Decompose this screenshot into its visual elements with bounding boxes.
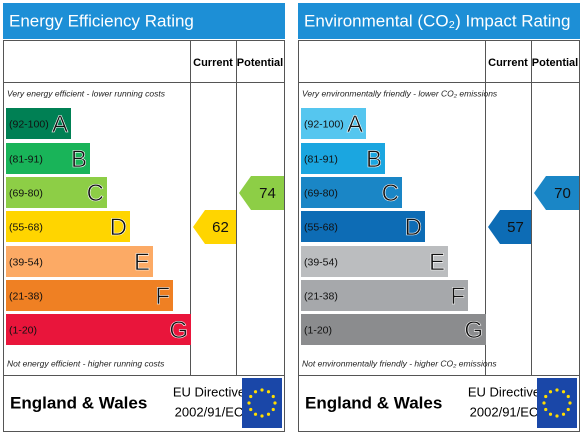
eu-star [266, 412, 271, 416]
panel-title: Energy Efficiency Rating [9, 11, 194, 30]
band-letter: F [155, 283, 170, 310]
footer-directive: EU Directive [468, 384, 540, 399]
band-range: (81-91) [304, 153, 338, 165]
rating-band [301, 143, 385, 174]
panel-frame [298, 40, 580, 432]
rating-band [301, 177, 402, 208]
footer-region: England & Wales [305, 393, 442, 412]
footer-code: 2002/91/EC [175, 404, 244, 419]
eu-star [271, 394, 275, 399]
band-range: (55-68) [304, 221, 338, 233]
band-range: (69-80) [9, 187, 43, 199]
rating-band [6, 314, 191, 345]
band-range: (92-100) [9, 118, 49, 130]
rating-panel: Energy Efficiency Rating Current Potential… [3, 3, 285, 432]
rating-value: 70 [554, 185, 571, 202]
band-letter: C [382, 180, 399, 207]
eu-star [544, 407, 548, 412]
band-letter: D [110, 214, 127, 241]
title-bar [298, 3, 580, 39]
band-letter: E [429, 249, 445, 276]
rating-value: 57 [507, 219, 524, 236]
eu-star [260, 388, 264, 392]
eu-star [253, 412, 258, 416]
band-letter: A [347, 111, 363, 138]
eu-star [544, 394, 548, 399]
band-range: (92-100) [304, 118, 344, 130]
title-bar [3, 3, 285, 39]
rating-band [6, 280, 173, 311]
eu-star [249, 407, 253, 412]
band-range: (69-80) [304, 187, 338, 199]
band-range: (1-20) [9, 324, 37, 336]
rating-panel: Environmental (CO₂) Impact Rating Current… [298, 3, 580, 432]
rating-band [301, 314, 486, 345]
rating-band [301, 280, 468, 311]
rating-band [301, 211, 425, 242]
band-range: (21-38) [304, 290, 338, 302]
eu-star [260, 414, 264, 418]
band-letter: C [87, 180, 104, 207]
eu-star [247, 401, 251, 405]
band-range: (21-38) [9, 290, 43, 302]
rating-arrow [488, 210, 531, 244]
eu-star [548, 412, 553, 416]
eu-star [568, 401, 572, 405]
band-letter: E [134, 249, 150, 276]
eu-star [561, 412, 566, 416]
band-letter: G [169, 317, 188, 344]
top-note: Very energy efficient - lower running co… [7, 88, 166, 98]
bottom-note: Not environmentally friendly - higher CO… [302, 358, 497, 368]
column-header: Potential [532, 57, 578, 69]
rating-arrow [193, 210, 236, 244]
rating-arrow [239, 176, 284, 210]
rating-value: 74 [259, 185, 276, 202]
band-range: (81-91) [9, 153, 43, 165]
footer-directive: EU Directive [173, 384, 245, 399]
eu-star [555, 388, 559, 392]
column-header: Potential [237, 57, 283, 69]
eu-star [249, 394, 253, 399]
column-header: Current [488, 57, 528, 69]
band-range: (39-54) [304, 256, 338, 268]
band-letter: G [464, 317, 483, 344]
rating-band [6, 108, 71, 139]
band-range: (39-54) [9, 256, 43, 268]
eu-star [271, 407, 275, 412]
band-letter: F [450, 283, 465, 310]
panel-frame [3, 40, 285, 432]
footer-region: England & Wales [10, 393, 147, 412]
column-header: Current [193, 57, 233, 69]
band-letter: A [52, 111, 68, 138]
eu-star [555, 414, 559, 418]
rating-band [6, 246, 153, 277]
eu-star [566, 407, 570, 412]
rating-value: 62 [212, 219, 229, 236]
rating-band [301, 108, 366, 139]
band-letter: B [366, 146, 382, 173]
eu-star [273, 401, 277, 405]
eu-star [266, 390, 271, 394]
rating-band [6, 211, 130, 242]
eu-star [542, 401, 546, 405]
band-letter: D [405, 214, 422, 241]
band-range: (55-68) [9, 221, 43, 233]
eu-star [548, 390, 553, 394]
top-note: Very environmentally friendly - lower CO… [302, 88, 498, 98]
band-letter: B [71, 146, 87, 173]
rating-arrow [534, 176, 579, 210]
rating-band [6, 143, 90, 174]
rating-band [301, 246, 448, 277]
panel-title: Environmental (CO₂) Impact Rating [304, 11, 570, 30]
eu-star [566, 394, 570, 399]
bottom-note: Not energy efficient - higher running co… [7, 358, 165, 368]
eu-star [253, 390, 258, 394]
eu-star [561, 390, 566, 394]
band-range: (1-20) [304, 324, 332, 336]
rating-band [6, 177, 107, 208]
footer-code: 2002/91/EC [470, 404, 539, 419]
